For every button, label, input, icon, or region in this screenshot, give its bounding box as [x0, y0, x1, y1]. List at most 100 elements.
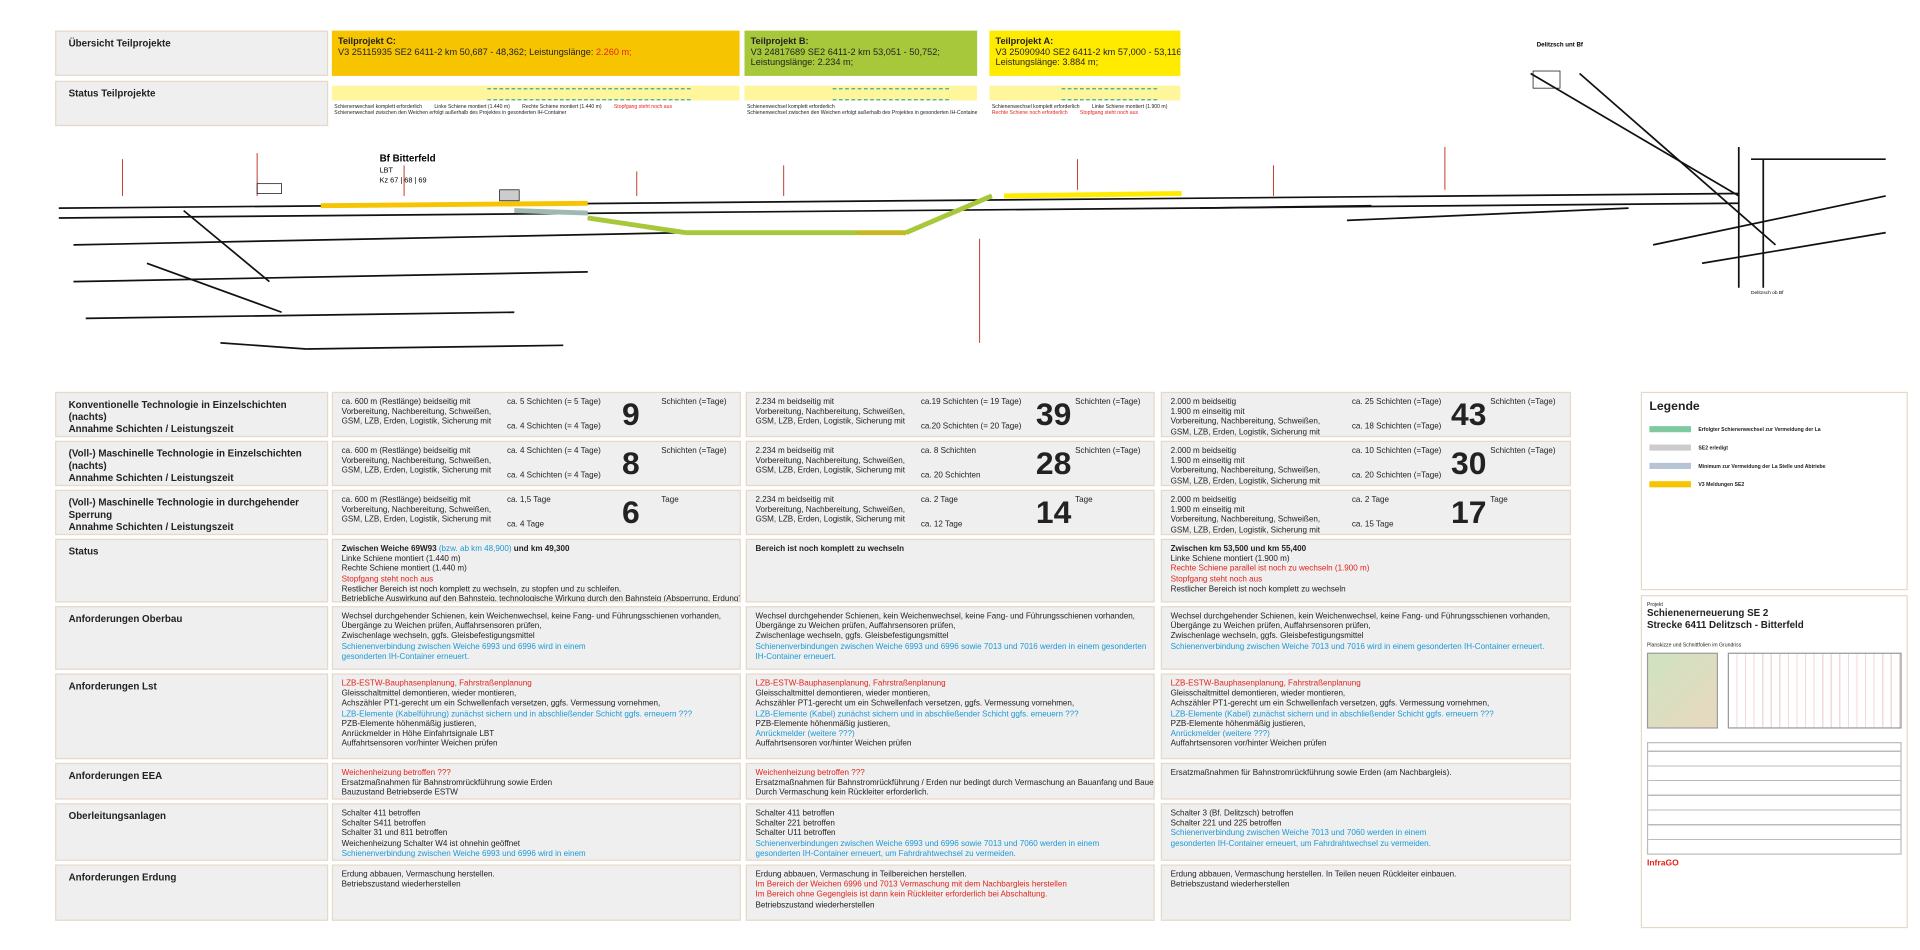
text-line: Wechsel durchgehender Schienen, kein Wei… — [755, 612, 1135, 621]
project-title: Teilprojekt B: — [750, 35, 809, 47]
text-line: Gleisschaltmittel demontieren, wieder mo… — [341, 689, 517, 699]
text-line: Weichenheizung betroffen ??? — [341, 768, 451, 778]
plan-title: Schienenerneuerung SE 2 — [1646, 607, 1769, 619]
cell-text: LZB-ESTW-Bauphasenplanung, Fahrstraßenpl… — [747, 675, 1154, 755]
unit: Tage — [1490, 495, 1508, 505]
text-line: GSM, LZB, Erden, Logistik, Sicherung mit — [755, 467, 905, 476]
cell: Bereich ist noch komplett zu wechseln — [745, 538, 1155, 603]
text-line: Schienenverbindung zwischen Weiche 7013 … — [1170, 642, 1545, 651]
total: 30 — [1451, 444, 1487, 482]
unit: Schichten (=Tage) — [661, 446, 727, 456]
text-line: gesonderten IH-Container erneuert, um Fa… — [1170, 839, 1431, 849]
cell: Schalter 411 betroffen Schalter 221 betro… — [745, 803, 1155, 861]
cell: Wechsel durchgehender Schienen, kein Wei… — [331, 606, 741, 670]
cell: 2.000 m beidseitig 1.900 m einseitig mit V… — [1160, 489, 1572, 536]
text-line: Betriebszustand wiederherstellen — [341, 880, 461, 890]
text-line: Schienenwechsel komplett erforderlich — [746, 102, 835, 109]
text-segment: 2.260 m; — [595, 46, 632, 58]
total: 17 — [1451, 493, 1487, 531]
legend-item: Minimum zur Vermeidung der La Stelle und… — [1649, 462, 1899, 469]
station-label: Delitzsch ob Bf — [1751, 290, 1784, 296]
cell-desc: ca. 600 m (Restlänge) beidseitig mit Vorb… — [342, 398, 491, 428]
text-line: ca. 1,5 Tage — [506, 495, 551, 505]
cell: ca. 600 m (Restlänge) beidseitig mit Vorb… — [331, 440, 741, 487]
text-line: 1.900 m einseitig mit — [1170, 456, 1245, 466]
text-line: IH-Container erneuert. — [755, 652, 836, 661]
legend-swatch — [1649, 462, 1692, 469]
text-line: Übergänge zu Weichen prüfen, Auffahrsens… — [1170, 622, 1371, 631]
text-line: Anrückmelder in Höhe Einfahrtsignale LBT — [341, 729, 495, 739]
company: InfraGO — [1646, 859, 1679, 869]
text-line: ca.20 Schichten (= 20 Tage) — [920, 422, 1022, 432]
cell-text: Wechsel durchgehender Schienen, kein Wei… — [1162, 607, 1570, 657]
cell-text: LZB-ESTW-Bauphasenplanung, Fahrstraßenpl… — [333, 675, 740, 755]
legend-item: SE2 erledigt — [1649, 444, 1899, 451]
text-line: 2.000 m beidseitig — [1170, 495, 1237, 505]
cell: 2.000 m beidseitig 1.900 m einseitig mit V… — [1160, 391, 1572, 438]
cell-text: Schalter 411 betroffen Schalter S411 betr… — [333, 804, 740, 861]
cell: Schalter 411 betroffen Schalter S411 betr… — [331, 803, 741, 861]
text-line: Restlicher Bereich ist noch komplett zu … — [341, 585, 622, 594]
text-line: Restlicher Bereich ist noch komplett zu … — [1170, 585, 1346, 594]
text-line: 1.900 m einseitig mit — [1170, 505, 1245, 515]
cell-text: Wechsel durchgehender Schienen, kein Wei… — [747, 607, 1154, 667]
row-label: Anforderungen Erdung — [55, 864, 329, 921]
text-line: Vorbereitung, Nachbereitung, Schweißen, — [341, 505, 492, 515]
label-sub: Tendenz: ca. 200 bis 250 m/Stunde zuzügl… — [69, 534, 315, 535]
text-line: Schienenverbindungen zwischen Weiche 699… — [755, 839, 1100, 849]
text-line: ca. 8 Schichten — [920, 446, 977, 456]
text-line: ca. 20 Schichten (=Tage) — [1351, 471, 1442, 481]
text-line: Linke Schiene montiert (1.440 m) — [434, 102, 510, 109]
label-sub: Tendenz: ca. 400 m je Schicht zuzüglich … — [69, 485, 315, 486]
label-line: Anforderungen Erdung — [68, 871, 177, 883]
text-line: 2.234 m beidseitig mit — [755, 446, 835, 456]
text-line: PZB-Elemente höhenmäßig justieren, — [1170, 719, 1306, 729]
status-text: Schienenwechsel komplett erforderlich Lin… — [992, 103, 1178, 115]
total: 6 — [622, 493, 640, 531]
label: Anforderungen Lst — [56, 675, 327, 699]
cell-desc: ca. 600 m (Restlänge) beidseitig mit Vorb… — [342, 447, 491, 477]
project-header: Teilprojekt B: V3 24817689 SE2 6411-2 km … — [744, 30, 978, 76]
cell: Wechsel durchgehender Schienen, kein Wei… — [1160, 606, 1572, 670]
text-line: gesonderten IH-Container erneuert, um Fa… — [342, 860, 731, 861]
cell-desc: 2.000 m beidseitig 1.900 m einseitig mit V… — [1170, 446, 1320, 485]
label: Übersicht Teilprojekte — [68, 37, 171, 49]
cell-desc: 2.234 m beidseitig mit Vorbereitung, Nach… — [756, 447, 905, 477]
text-line: ca. 600 m (Restlänge) beidseitig mit — [341, 397, 471, 407]
text-line: Wechsel durchgehender Schienen, kein Wei… — [1170, 612, 1551, 621]
legend-text: V3 Meldungen SE2 — [1698, 481, 1745, 488]
total: 8 — [622, 444, 640, 482]
cell-desc: ca. 600 m (Restlänge) beidseitig mit Vorb… — [342, 496, 491, 526]
label-line: Konventionelle Technologie in Einzelschi… — [68, 399, 287, 423]
text-line: ca. 2 Tage — [1351, 495, 1389, 505]
cell: ca. 600 m (Restlänge) beidseitig mit Vorb… — [331, 391, 741, 438]
text-line: Übergänge zu Weichen prüfen, Auffahrsens… — [755, 622, 956, 631]
tracks — [58, 72, 1886, 350]
cell: Erdung abbauen, Vermaschung herstellen. B… — [331, 864, 741, 921]
text-line: Im Bereich der Weichen 6996 und 7013 Ver… — [755, 880, 1067, 890]
cell: Ersatzmaßnahmen für Bahnstromrückführung… — [1160, 762, 1572, 800]
legend-item: Erfolgter Schienenwechsel zur Vermeidung… — [1649, 426, 1899, 433]
plan-note: Planskizze und Schnittfolien im Grundris… — [1646, 641, 1742, 648]
text-line: Vorbereitung, Nachbereitung, Schweißen, — [341, 408, 492, 417]
label-line: Anforderungen EEA — [68, 770, 163, 782]
status-overview-cell: Schienenwechsel komplett erforderlich Lin… — [989, 80, 1181, 127]
text-line: Schalter 31 und 811 betroffen — [341, 829, 448, 839]
text-line: Bereich ist noch komplett zu wechseln — [755, 544, 905, 554]
cell: Erdung abbauen, Vermaschung in Teilberei… — [745, 864, 1155, 921]
cell: LZB-ESTW-Bauphasenplanung, Fahrstraßenpl… — [745, 673, 1155, 760]
text-line: Vorbereitung, Nachbereitung, Schweißen, — [341, 456, 492, 466]
label-line: Anforderungen Oberbau — [68, 613, 183, 625]
status-overview-cell: Schienenwechsel komplett erforderlich Lin… — [331, 80, 740, 127]
text-line: Stopfgang steht noch aus — [341, 575, 434, 584]
text-line: ca. 600 m (Restlänge) beidseitig mit — [341, 495, 471, 505]
text-line: 2.000 m beidseitig — [1170, 446, 1237, 456]
text-line: 1.900 m einseitig mit — [1170, 408, 1245, 417]
status-strip — [832, 88, 950, 101]
text-line: Rechte Schiene parallel ist noch zu wech… — [1170, 564, 1370, 574]
text-line: Ersatzmaßnahmen für Bahnstromrückführung… — [341, 779, 553, 788]
text-line: Rechte Schiene montiert (1.440 m) — [341, 564, 467, 574]
text-line: GSM, LZB, Erden, Logistik, Sicherung mit — [341, 418, 492, 427]
text-line: ca. 5 Schichten (= 5 Tage) — [506, 397, 601, 407]
